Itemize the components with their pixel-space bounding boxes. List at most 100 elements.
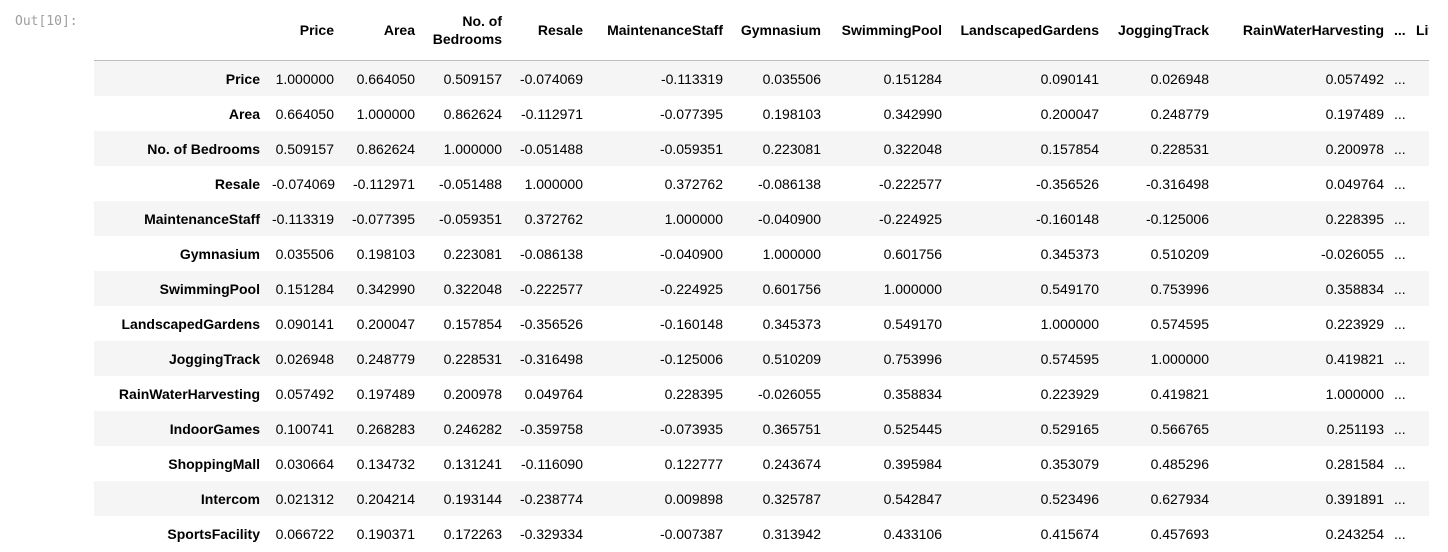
column-header-area: Area	[340, 0, 421, 61]
table-row: SportsFacility 0.066722 0.190371 0.172263 -0…	[94, 516, 1429, 551]
table-cell-truncated	[1412, 516, 1429, 551]
column-header-joggingtrack: JoggingTrack	[1105, 0, 1215, 61]
table-cell: 0.223929	[1040, 385, 1099, 402]
table-cell: 0.223929	[1325, 315, 1384, 332]
table-cell: 0.862624	[356, 140, 415, 157]
table-cell: 0.549170	[1040, 280, 1099, 297]
row-label: Intercom	[200, 490, 260, 507]
table-cell: 0.509157	[275, 140, 334, 157]
row-label: SwimmingPool	[159, 280, 260, 297]
table-cell: 0.325787	[762, 490, 821, 507]
table-cell: -0.160148	[659, 315, 723, 332]
table-cell: 0.358834	[883, 385, 942, 402]
table-cell: 0.365751	[762, 420, 821, 437]
table-cell: 0.090141	[1040, 70, 1099, 87]
table-cell: -0.224925	[878, 210, 942, 227]
row-label: Price	[225, 70, 260, 87]
table-cell: 0.281584	[1325, 455, 1384, 472]
column-header-price: Price	[266, 0, 340, 61]
table-cell: 0.021312	[275, 490, 334, 507]
table-cell: 1.000000	[1150, 350, 1209, 367]
table-cell: -0.113319	[272, 210, 335, 227]
table-cell-truncated	[1412, 96, 1429, 131]
table-row: Gymnasium 0.035506 0.198103 0.223081 -0.0861…	[94, 236, 1429, 271]
table-cell: -0.112971	[352, 175, 415, 192]
table-cell: 0.223081	[762, 140, 821, 157]
table-cell: 0.664050	[275, 105, 334, 122]
table-cell: -0.316498	[519, 350, 583, 367]
output-area[interactable]: Price Area No. of Bedrooms Resale Maintenanc…	[94, 0, 1429, 552]
column-header-landscapedgardens: LandscapedGardens	[948, 0, 1105, 61]
table-cell: 0.510209	[1150, 245, 1209, 262]
table-cell: 0.200978	[443, 385, 502, 402]
table-cell: 0.248779	[1150, 105, 1209, 122]
table-cell: 0.193144	[443, 490, 502, 507]
table-cell: 0.243674	[762, 455, 821, 472]
table-cell: 0.223081	[443, 245, 502, 262]
output-prompt: Out[10]:	[15, 14, 78, 29]
table-cell: 0.419821	[1150, 385, 1209, 402]
table-cell: ...	[1394, 140, 1406, 157]
index-header-corner	[94, 0, 266, 61]
table-cell: -0.086138	[757, 175, 821, 192]
table-cell: 0.419821	[1325, 350, 1384, 367]
table-header: Price Area No. of Bedrooms Resale Maintenanc…	[94, 0, 1429, 61]
table-cell: 0.601756	[762, 280, 821, 297]
table-cell: -0.077395	[659, 105, 723, 122]
table-cell: 0.358834	[1325, 280, 1384, 297]
table-cell: 0.057492	[1325, 70, 1384, 87]
table-cell: 0.197489	[1325, 105, 1384, 122]
table-cell: ...	[1394, 175, 1406, 192]
table-cell: 0.197489	[356, 385, 415, 402]
table-cell: 0.122777	[664, 455, 723, 472]
table-cell: 0.228395	[664, 385, 723, 402]
table-cell: 0.510209	[762, 350, 821, 367]
table-cell: 0.574595	[1150, 315, 1209, 332]
table-cell: 0.251193	[1326, 420, 1384, 437]
table-cell: -0.125006	[1145, 210, 1209, 227]
table-cell: 0.204214	[356, 490, 415, 507]
table-cell: -0.222577	[878, 175, 942, 192]
row-label: No. of Bedrooms	[147, 140, 260, 157]
table-cell-truncated	[1412, 201, 1429, 236]
table-cell: -0.112971	[520, 105, 583, 122]
table-cell: -0.040900	[659, 245, 723, 262]
table-cell: 0.433106	[883, 525, 942, 542]
table-cell: 0.391891	[1325, 490, 1384, 507]
table-cell: 0.026948	[1150, 70, 1209, 87]
column-header-lif: Lif	[1412, 0, 1429, 61]
column-header-maintenancestaff: MaintenanceStaff	[589, 0, 729, 61]
table-cell: -0.074069	[272, 175, 336, 192]
table-cell: 0.372762	[664, 175, 723, 192]
header-row: Price Area No. of Bedrooms Resale Maintenanc…	[94, 0, 1429, 61]
table-cell: -0.086138	[519, 245, 583, 262]
row-label: ShoppingMall	[168, 455, 260, 472]
table-row: No. of Bedrooms 0.509157 0.862624 1.000000-…	[94, 131, 1429, 166]
table-cell: 0.664050	[356, 70, 415, 87]
table-cell: 0.395984	[883, 455, 942, 472]
table-cell: ...	[1394, 455, 1406, 472]
table-cell: ...	[1394, 490, 1406, 507]
table-cell-truncated	[1412, 236, 1429, 271]
table-cell: 0.198103	[762, 105, 821, 122]
table-cell: -0.238774	[519, 490, 583, 507]
table-cell: 0.049764	[1325, 175, 1384, 192]
table-cell: ...	[1394, 70, 1406, 87]
table-cell: 0.026948	[275, 350, 334, 367]
table-cell: 0.549170	[883, 315, 942, 332]
table-cell: 0.523496	[1040, 490, 1099, 507]
correlation-table: Price Area No. of Bedrooms Resale Maintenanc…	[94, 0, 1429, 551]
table-cell: 0.313942	[762, 525, 821, 542]
column-header-gymnasium: Gymnasium	[729, 0, 827, 61]
table-cell: 0.248779	[356, 350, 415, 367]
table-cell: 1.000000	[883, 280, 942, 297]
table-cell: -0.059351	[438, 210, 502, 227]
table-cell: 0.035506	[762, 70, 821, 87]
row-label: IndoorGames	[169, 420, 260, 437]
table-cell: 0.574595	[1040, 350, 1099, 367]
table-cell: 0.342990	[883, 105, 942, 122]
table-row: Intercom 0.021312 0.204214 0.193144 -0.23877…	[94, 481, 1429, 516]
table-row: LandscapedGardens 0.090141 0.200047 0.15785…	[94, 306, 1429, 341]
table-cell: 1.000000	[443, 140, 502, 157]
table-cell: ...	[1394, 210, 1406, 227]
